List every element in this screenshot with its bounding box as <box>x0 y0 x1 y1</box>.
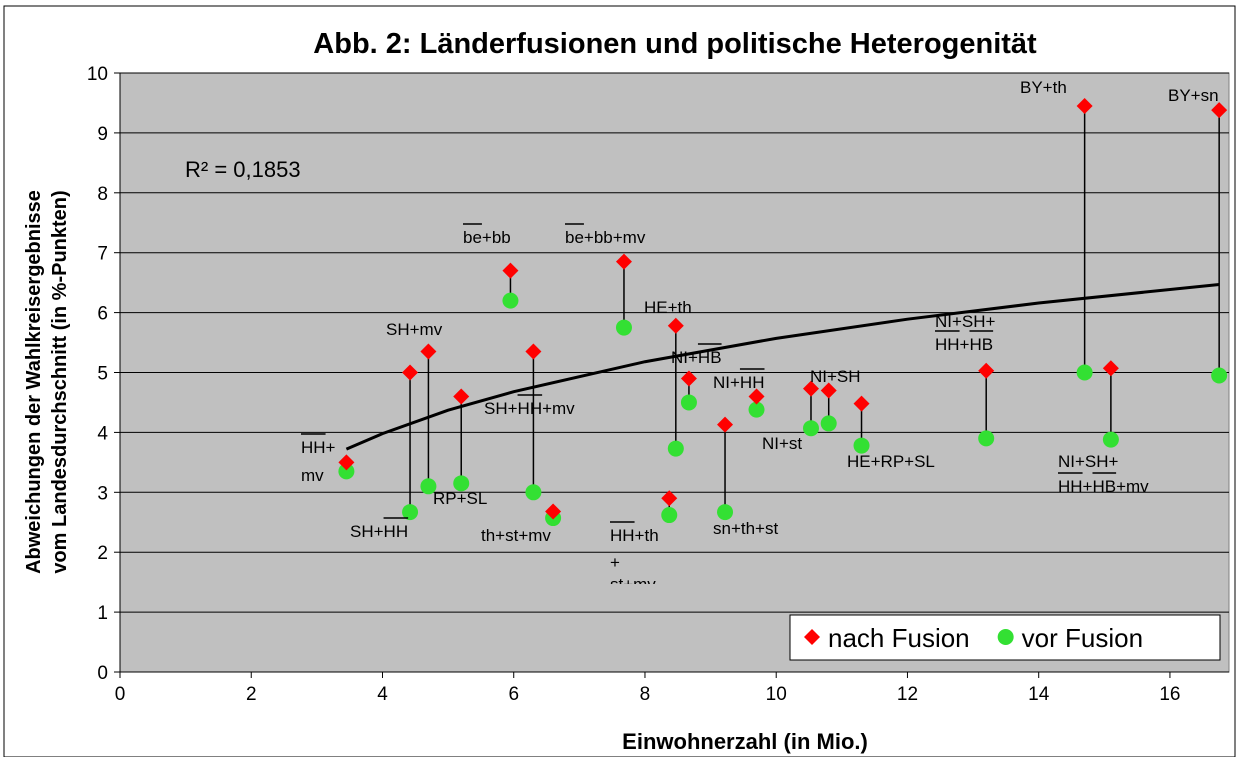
marker <box>1076 97 1093 114</box>
point-label: SH+mv <box>386 320 443 339</box>
marker <box>802 380 819 397</box>
marker <box>420 478 437 495</box>
y-tick-label: 1 <box>97 603 108 624</box>
marker <box>1102 431 1119 448</box>
legend-label: nach Fusion <box>828 623 970 653</box>
marker <box>804 629 820 645</box>
y-tick-label: 0 <box>97 663 108 684</box>
marker <box>717 416 734 433</box>
marker <box>453 475 470 492</box>
y-tick-label: 7 <box>97 244 108 265</box>
point-label: RP+SL <box>433 489 487 508</box>
x-tick-label: 6 <box>508 684 519 705</box>
legend-label: vor Fusion <box>1022 623 1143 653</box>
y-tick-label: 5 <box>97 364 108 385</box>
marker <box>1102 360 1119 377</box>
marker <box>661 507 678 524</box>
y-tick-label: 2 <box>97 543 108 564</box>
marker <box>978 430 995 447</box>
marker <box>502 292 519 309</box>
trend-line <box>345 282 1220 451</box>
marker <box>748 388 765 405</box>
marker <box>402 504 419 521</box>
marker <box>338 463 355 480</box>
marker <box>820 382 837 399</box>
point-label: st+mv <box>610 575 656 594</box>
point-label: BY+th <box>1020 78 1067 97</box>
point-label: NI+SH+ <box>1058 452 1119 471</box>
marker <box>502 262 519 279</box>
y-tick-label: 9 <box>97 124 108 145</box>
marker <box>525 343 542 360</box>
point-label: BY+sn <box>1168 86 1219 105</box>
marker <box>1076 364 1093 381</box>
chart-title: Abb. 2: Länderfusionen und politische He… <box>313 28 1037 60</box>
point-label: sn+th+st <box>713 519 778 538</box>
point-label: HE+RP+SL <box>847 452 935 471</box>
point-label: mv <box>301 466 324 485</box>
point-label: be+bb <box>463 228 511 247</box>
point-label: be+bb+mv <box>565 228 646 247</box>
x-tick-label: 16 <box>1159 684 1180 705</box>
x-tick-label: 10 <box>766 684 787 705</box>
marker <box>402 364 419 381</box>
marker <box>545 503 562 520</box>
x-tick-label: 2 <box>246 684 257 705</box>
point-label: SH+HH <box>350 522 408 541</box>
x-tick-label: 14 <box>1028 684 1050 705</box>
point-label: HH+ <box>301 438 336 457</box>
x-axis-label: Einwohnerzahl (in Mio.) <box>622 729 868 754</box>
marker <box>661 490 678 507</box>
y-tick-label: 4 <box>97 423 108 444</box>
point-label: + <box>610 553 620 572</box>
x-tick-label: 12 <box>897 684 918 705</box>
y-axis-label: vom Landesdurchschnitt (in %-Punkten) <box>49 190 71 573</box>
marker <box>820 415 837 432</box>
y-tick-label: 6 <box>97 304 108 325</box>
point-label: HH+HB <box>935 335 993 354</box>
marker <box>667 317 684 334</box>
marker <box>667 440 684 457</box>
marker <box>802 420 819 437</box>
marker <box>615 319 632 336</box>
point-label: NI+st <box>762 434 802 453</box>
marker <box>978 362 995 379</box>
y-tick-label: 3 <box>97 483 108 504</box>
point-label: NI+SH <box>810 367 861 386</box>
r-squared: R² = 0,1853 <box>185 157 301 182</box>
point-label: NI+SH+ <box>935 312 996 331</box>
marker <box>338 454 355 471</box>
point-label: HH+th <box>610 526 659 545</box>
point-label: HE+th <box>644 298 692 317</box>
marker <box>420 343 437 360</box>
marker <box>997 629 1014 645</box>
point-label: SH+HH+mv <box>484 399 575 418</box>
point-label: th+st+mv <box>481 526 551 545</box>
marker <box>853 395 870 412</box>
marker <box>717 504 734 521</box>
marker <box>453 388 470 405</box>
x-tick-label: 0 <box>115 684 126 705</box>
marker <box>748 401 765 418</box>
marker <box>853 437 870 454</box>
marker <box>525 484 542 501</box>
x-tick-label: 8 <box>640 684 651 705</box>
point-label: HH+HB+mv <box>1058 477 1149 496</box>
y-tick-label: 8 <box>97 184 108 205</box>
legend <box>789 614 1221 661</box>
point-label: NI+HB <box>671 348 722 367</box>
y-tick-label: 10 <box>87 64 108 85</box>
point-label: NI+HH <box>713 373 764 392</box>
marker <box>1211 102 1228 119</box>
marker <box>615 253 632 270</box>
marker <box>680 370 697 387</box>
y-axis-label: Abweichungen der Wahlkreisergebnisse <box>23 190 45 574</box>
marker <box>1211 367 1228 384</box>
x-tick-label: 4 <box>377 684 388 705</box>
marker <box>680 394 697 411</box>
